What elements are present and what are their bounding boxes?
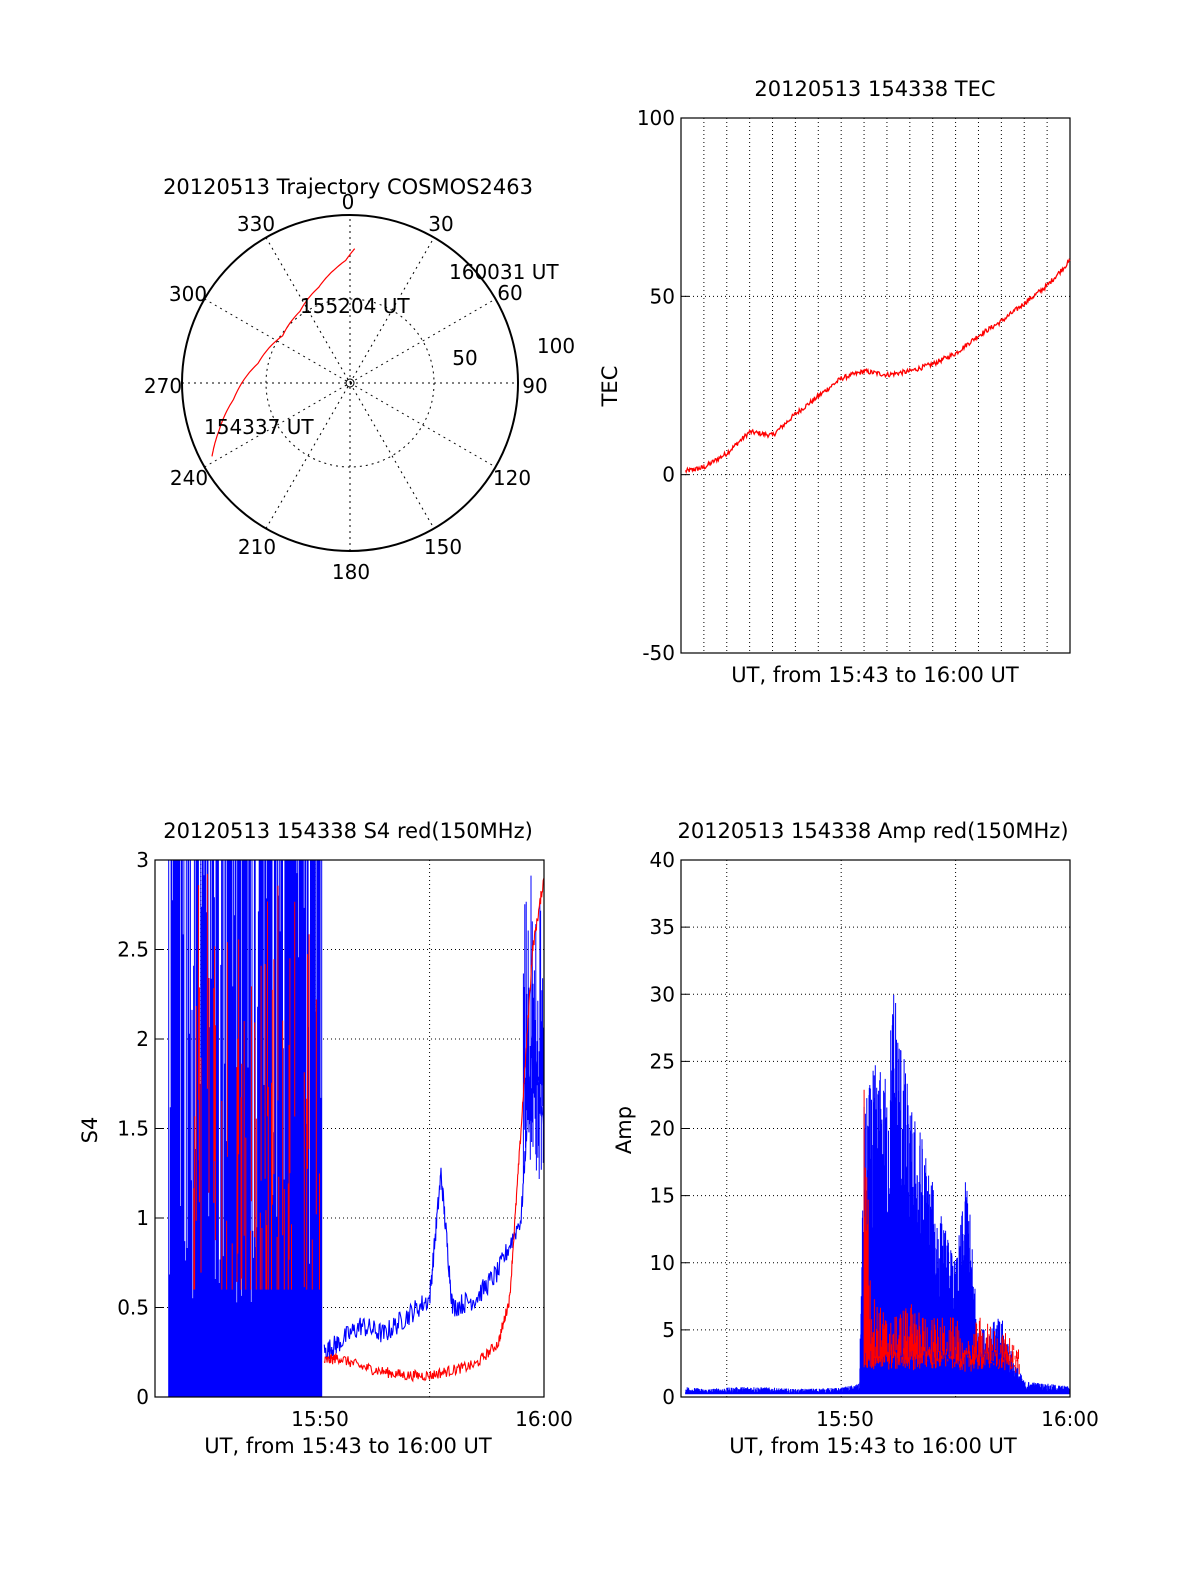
s4-red-series [323,877,545,1383]
s4-noise-region [168,860,544,1397]
amp-noise-region [685,994,1071,1395]
amp-ytick-label-10: 10 [650,1251,675,1275]
trajectory-line [211,248,356,457]
polar-azimuth-label-0: 0 [342,190,355,214]
s4-blue-series [323,1033,545,1360]
s4-ytick-label-1.5: 1.5 [117,1117,149,1141]
polar-azimuth-label-150: 150 [424,535,462,559]
amp-blue-series [685,994,1071,1395]
s4-ytick-label-0: 0 [136,1385,149,1409]
tec-ytick-label-50: 50 [650,284,675,308]
s4-ylabel: S4 [78,1117,102,1144]
polar-azimuth-label-60: 60 [497,281,522,305]
amp-ytick-label-20: 20 [650,1117,675,1141]
tec-title: 20120513 154338 TEC [754,77,995,101]
tec-yticks: -50 0 50 100 [637,106,689,665]
s4-noise-blue [168,860,323,1397]
tec-ylabel: TEC [598,366,622,408]
polar-azimuth-label-180: 180 [332,560,370,584]
trajectory-annotation-0: 160031 UT [449,260,559,284]
s4-ytick-label-3: 3 [136,848,149,872]
amp-xlabel: UT, from 15:43 to 16:00 UT [729,1434,1017,1458]
polar-azimuth-label-300: 300 [169,282,207,306]
amp-xtick-1550: 15:50 [816,1407,874,1431]
amp-ytick-label-35: 35 [650,915,675,939]
tec-grid [681,117,1070,654]
polar-azimuth-label-330: 330 [237,212,275,236]
polar-title: 20120513 Trajectory COSMOS2463 [163,175,533,199]
polar-chart: 20120513 Trajectory COSMOS2463 0 30 60 90 12… [144,175,575,584]
amp-ytick-label-0: 0 [662,1385,675,1409]
trajectory-annotations: 160031 UT 155204 UT 154337 UT [204,260,559,439]
amp-ytick-label-25: 25 [650,1049,675,1073]
s4-xlabel: UT, from 15:43 to 16:00 UT [204,1434,492,1458]
amp-ytick-label-15: 15 [650,1184,675,1208]
polar-labels: 0 30 60 90 120 150 180 210 240 270 300 330 50 100 [144,190,575,584]
s4-ytick-label-0.5: 0.5 [117,1296,149,1320]
polar-center [345,378,355,388]
s4-title: 20120513 154338 S4 red(150MHz) [163,819,533,843]
amp-xtick-1600: 16:00 [1041,1407,1099,1431]
trajectory-annotation-1: 155204 UT [300,294,410,318]
s4-xtick-1550: 15:50 [291,1407,349,1431]
polar-azimuth-label-30: 30 [428,212,453,236]
amp-yticks: 0 5 10 15 20 25 30 35 40 [650,848,689,1409]
tec-plot-frame [680,117,1071,654]
tec-ytick-label-0: 0 [662,463,675,487]
polar-azimuth-label-120: 120 [493,466,531,490]
s4-xtick-1600: 16:00 [515,1407,573,1431]
s4-chart: 20120513 154338 S4 red(150MHz) 0 0.5 1 1.5 2… [78,819,573,1458]
s4-end-noise-blue [522,875,544,1182]
amp-chart: 20120513 154338 Amp red(150MHz) 0 5 10 15 20… [612,819,1099,1458]
s4-ytick-label-1: 1 [136,1206,149,1230]
polar-radial-label-100: 100 [537,334,575,358]
tec-series-line [684,258,1071,475]
amp-ylabel: Amp [612,1106,636,1154]
amp-ytick-label-40: 40 [650,848,675,872]
amp-title: 20120513 154338 Amp red(150MHz) [677,819,1068,843]
polar-radial-label-50: 50 [452,346,477,370]
s4-yticks: 0 0.5 1 1.5 2 2.5 3 [117,848,163,1409]
amp-ytick-label-5: 5 [662,1318,675,1342]
s4-ytick-label-2: 2 [136,1027,149,1051]
trajectory-annotation-2: 154337 UT [204,415,314,439]
polar-azimuth-label-270: 270 [144,374,182,398]
s4-ytick-label-2.5: 2.5 [117,938,149,962]
tec-xlabel: UT, from 15:43 to 16:00 UT [731,663,1019,687]
polar-grid [182,215,518,551]
tec-ytick-label--50: -50 [642,641,675,665]
amp-ytick-label-30: 30 [650,982,675,1006]
polar-spoke-150 [265,237,435,529]
polar-azimuth-label-210: 210 [238,535,276,559]
s4-noise-red [193,873,320,1290]
amp-red-series [863,1089,1020,1375]
polar-azimuth-label-90: 90 [522,374,547,398]
polar-azimuth-label-240: 240 [170,466,208,490]
tec-ytick-label-100: 100 [637,106,675,130]
tec-chart: 20120513 154338 TEC -50 0 50 100 TEC UT, fr… [598,77,1071,687]
